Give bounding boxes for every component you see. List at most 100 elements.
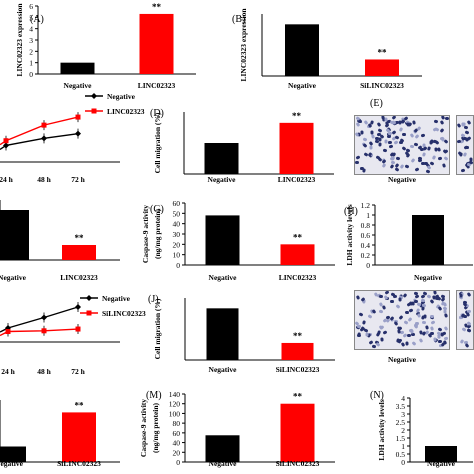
panel-k-micrograph xyxy=(354,290,450,350)
stained-cell xyxy=(437,156,443,161)
stained-cell xyxy=(357,333,362,337)
stained-cell xyxy=(405,341,409,346)
panel-m-bar xyxy=(205,435,240,462)
panel-h-tick-label: 0.8 xyxy=(361,221,371,230)
stained-cell xyxy=(410,157,416,163)
stained-cell xyxy=(443,326,449,332)
panel-a-category-label: Negative xyxy=(64,81,93,90)
stained-cell xyxy=(444,337,449,341)
stained-cell xyxy=(382,330,388,336)
panel-g-tick-label: 0 xyxy=(176,261,180,270)
stained-cell xyxy=(404,164,410,169)
stained-cell xyxy=(355,155,361,160)
panel-j-significance: ** xyxy=(293,331,303,341)
panel-g-tick-label: 10 xyxy=(173,251,181,260)
panel-n-tick-label: 3.5 xyxy=(396,402,406,411)
stained-cell xyxy=(369,120,374,125)
panel-h-y-axis-title: LDH activity levels xyxy=(345,204,354,265)
panel-b-category-label: Negative xyxy=(288,81,317,90)
stained-cell xyxy=(414,321,419,325)
stained-cell xyxy=(428,140,433,145)
panel-a-bar xyxy=(139,13,174,74)
stained-cell xyxy=(439,127,445,133)
panel-h-tick-label: 0.6 xyxy=(361,231,371,240)
panel-i-legend-marker xyxy=(86,310,92,316)
panel-h-tick-label: 0.4 xyxy=(361,241,371,250)
panel-c-marker xyxy=(75,114,81,120)
panel-c-marker xyxy=(75,130,81,137)
stained-cell xyxy=(430,326,435,331)
panel-c-x-tick-label: 48 h xyxy=(37,175,51,184)
panel-g-category-label: LINC02323 xyxy=(279,273,317,282)
stained-cell xyxy=(430,320,436,325)
stained-cell xyxy=(375,332,381,337)
panel-j-bar xyxy=(206,308,239,360)
stained-cell xyxy=(378,142,382,147)
stained-cell xyxy=(444,116,449,120)
stained-cell xyxy=(464,343,470,349)
panel-d-bar xyxy=(279,122,314,174)
stained-cell xyxy=(376,121,382,127)
panel-c-legend-marker xyxy=(91,93,97,99)
panel-m-tick-label: 40 xyxy=(173,439,181,448)
panel-n-y-axis-title: LDH activity levels xyxy=(377,399,386,460)
panel-d-significance: ** xyxy=(292,111,302,121)
panel-h-category-label: Negative xyxy=(414,273,443,282)
panel-d-label: (D) xyxy=(150,108,164,119)
panel-a-tick-label: 4 xyxy=(29,25,33,34)
stained-cell xyxy=(394,162,400,168)
panel-c-legend-label: Negative xyxy=(107,92,136,101)
panel-i-legend-label: Negative xyxy=(102,294,131,303)
stained-cell xyxy=(416,125,422,131)
stained-cell xyxy=(420,314,425,320)
stained-cell xyxy=(414,293,420,299)
stained-cell xyxy=(460,169,466,173)
stained-cell xyxy=(365,332,369,337)
panel-m-bar xyxy=(280,403,315,462)
panel-m-y-axis-title-2: (ng/mg protein) xyxy=(151,402,160,453)
panel-g-bar xyxy=(280,244,315,265)
panel-b-category-label: SiLINC02323 xyxy=(360,81,404,90)
panel-i-legend-label: SiLINC02323 xyxy=(102,309,146,318)
panel-n-bar xyxy=(425,446,457,462)
stained-cell xyxy=(371,344,377,349)
stained-cell xyxy=(389,119,395,125)
panel-k-micrograph xyxy=(456,290,474,350)
panel-i-legend-marker xyxy=(86,295,92,301)
panel-i-marker xyxy=(41,314,47,321)
panel-n-tick-label: 1.5 xyxy=(396,434,406,443)
panel-b-label: (B) xyxy=(232,14,245,25)
panel-c-marker xyxy=(41,122,47,128)
stained-cell xyxy=(430,331,435,335)
panel-m-category-label: Negative xyxy=(209,459,238,468)
stained-cell xyxy=(406,302,412,308)
stained-cell xyxy=(361,320,366,325)
panel-n-tick-label: 2 xyxy=(401,426,405,435)
stained-cell xyxy=(389,163,395,169)
panel-i-series-line xyxy=(0,328,79,337)
panel-l-bar xyxy=(62,412,96,462)
panel-a-tick-label: 3 xyxy=(29,36,33,45)
stained-cell xyxy=(411,120,416,125)
panel-m-significance: ** xyxy=(293,392,303,402)
panel-g-tick-label: 30 xyxy=(173,230,181,239)
panel-h-tick-label: 1.2 xyxy=(361,201,371,210)
stained-cell xyxy=(429,315,434,319)
panel-a-label: (A) xyxy=(30,14,44,25)
panel-d-y-axis-title: Cell migration (%) xyxy=(153,112,162,173)
panel-n-category-label: Negative xyxy=(427,459,456,468)
panel-a-tick-label: 2 xyxy=(29,47,33,56)
panel-l-significance: ** xyxy=(75,400,85,410)
panel-m-tick-label: 120 xyxy=(169,400,181,409)
stained-cell xyxy=(462,152,467,158)
panel-a-tick-label: 1 xyxy=(29,59,33,68)
panel-a-tick-label: 5 xyxy=(29,13,33,22)
panel-b-significance: ** xyxy=(378,47,388,57)
stained-cell xyxy=(375,342,381,348)
panel-a-significance: ** xyxy=(152,2,162,12)
panel-c-legend-marker xyxy=(91,108,97,114)
panel-c-marker xyxy=(41,135,47,142)
panel-n-tick-label: 1 xyxy=(401,442,405,451)
stained-cell xyxy=(408,308,414,313)
